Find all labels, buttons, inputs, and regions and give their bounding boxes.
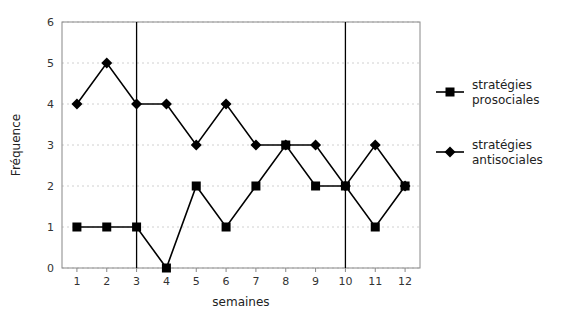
x-tick <box>375 268 376 272</box>
point <box>250 140 261 151</box>
x-tick-label: 4 <box>163 275 170 288</box>
grid-line <box>62 63 420 64</box>
x-tick <box>345 268 346 272</box>
point <box>371 223 380 232</box>
x-tick <box>285 268 286 272</box>
x-tick-label: 1 <box>73 275 80 288</box>
x-tick <box>405 268 406 272</box>
y-axis-label: Fréquence <box>9 114 23 176</box>
plot-area <box>71 22 410 273</box>
x-tick-label: 3 <box>133 275 140 288</box>
y-tick-label: 0 <box>47 262 54 275</box>
x-tick-label: 2 <box>103 275 110 288</box>
y-tick-label: 2 <box>47 180 54 193</box>
x-tick-label: 8 <box>282 275 289 288</box>
point <box>131 99 142 110</box>
x-tick-label: 9 <box>312 275 319 288</box>
x-tick <box>196 268 197 272</box>
point <box>281 141 290 150</box>
y-tick-label: 5 <box>47 57 54 70</box>
x-tick-label: 12 <box>398 275 412 288</box>
legend-label-line: stratégies <box>472 78 532 92</box>
x-axis-label: semaines <box>212 295 269 309</box>
y-grid <box>62 22 420 268</box>
point <box>132 223 141 232</box>
x-tick <box>76 268 77 272</box>
y-tick-label: 3 <box>47 139 54 152</box>
point <box>102 223 111 232</box>
legend-label: stratégiesprosociales <box>472 78 539 107</box>
point <box>340 181 351 192</box>
point <box>280 140 291 151</box>
x-tick <box>136 268 137 272</box>
point <box>101 58 112 69</box>
y-tick-label: 1 <box>47 221 54 234</box>
x-tick-label: 6 <box>223 275 230 288</box>
point <box>311 182 320 191</box>
point <box>251 182 260 191</box>
series-line <box>77 63 405 186</box>
x-tick-label: 5 <box>193 275 200 288</box>
y-ticks: 0 1 2 3 4 5 6 <box>47 16 54 275</box>
legend-label: stratégiesantisociales <box>472 138 543 167</box>
grid-line <box>62 104 420 105</box>
series-line <box>77 145 405 268</box>
chart: 0123456123456789101112semainesFréquences… <box>0 0 580 325</box>
legend-label-line: prosociales <box>472 93 539 107</box>
x-tick <box>315 268 316 272</box>
legend: stratégiesprosocialesstratégiesantisocia… <box>436 78 543 167</box>
point <box>222 223 231 232</box>
plot-frame <box>62 22 420 268</box>
x-tick-label: 10 <box>338 275 352 288</box>
y-tick-label: 6 <box>47 16 54 29</box>
y-tick-label: 4 <box>47 98 54 111</box>
point <box>162 264 171 273</box>
point <box>71 99 82 110</box>
x-tick <box>226 268 227 272</box>
point <box>192 182 201 191</box>
vertical-line <box>345 22 346 268</box>
legend-label-line: stratégies <box>472 138 532 152</box>
x-tick-label: 11 <box>368 275 382 288</box>
point <box>161 99 172 110</box>
point <box>191 140 202 151</box>
legend-marker <box>446 88 455 97</box>
point <box>310 140 321 151</box>
point <box>400 181 411 192</box>
point <box>72 223 81 232</box>
x-ticks: 123456789101112 <box>73 268 412 288</box>
x-tick <box>106 268 107 272</box>
grid-line <box>62 145 420 146</box>
x-tick-label: 7 <box>252 275 259 288</box>
legend-marker <box>445 147 456 158</box>
point <box>370 140 381 151</box>
legend-label-line: antisociales <box>472 153 543 167</box>
grid-line <box>62 186 420 187</box>
x-tick <box>255 268 256 272</box>
point <box>221 99 232 110</box>
